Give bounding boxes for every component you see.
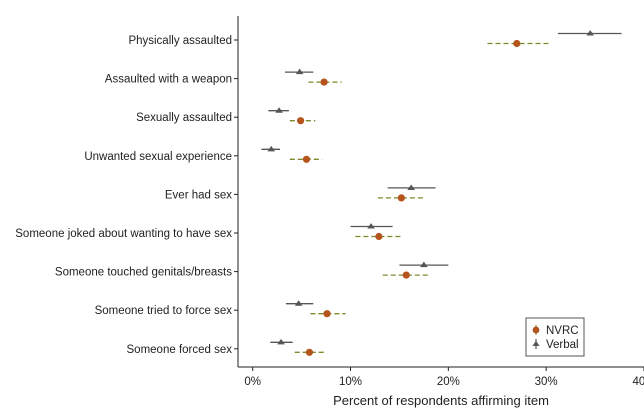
legend-marker-verbal: [532, 340, 540, 346]
x-axis-ticks: 0% 10% 20% 30% 40%: [244, 367, 644, 388]
data-point: [305, 348, 314, 356]
data-point: [302, 155, 311, 163]
data-point: [513, 39, 521, 48]
legend-marker-nvrc: [532, 326, 540, 334]
data-point: [320, 78, 328, 86]
y-tick-label: Physically assaulted: [128, 35, 232, 47]
y-tick-label: Someone touched genitals/breasts: [55, 267, 232, 279]
y-tick-label: Someone joked about wanting to have sex: [15, 228, 232, 240]
y-axis-ticks: Physically assaulted Assaulted with a wea…: [15, 35, 238, 356]
y-tick-label: Unwanted sexual experience: [84, 151, 232, 163]
data-point: [294, 300, 303, 306]
legend-box: [525, 317, 585, 357]
y-tick-label: Ever had sex: [165, 189, 232, 201]
series-verbal: [261, 30, 622, 345]
y-tick-label: Sexually assaulted: [136, 112, 232, 124]
data-point: [420, 261, 428, 268]
data-point: [586, 30, 594, 36]
x-tick-label: 30%: [535, 376, 558, 388]
data-point: [397, 194, 405, 202]
legend: NVRC Verbal: [525, 317, 585, 357]
data-point: [267, 145, 276, 152]
data-point: [367, 223, 375, 229]
data-point: [407, 184, 415, 190]
x-tick-label: 40%: [632, 376, 644, 388]
data-point: [275, 107, 283, 113]
data-point: [277, 338, 285, 345]
legend-label: Verbal: [546, 339, 579, 351]
x-tick-label: 10%: [339, 376, 362, 388]
y-tick-label: Someone forced sex: [127, 344, 233, 356]
data-point: [323, 310, 331, 318]
y-tick-label: Someone tried to force sex: [95, 305, 233, 317]
x-tick-label: 0%: [244, 376, 261, 388]
data-point: [295, 68, 304, 75]
y-tick-label: Assaulted with a weapon: [105, 74, 232, 86]
data-point: [402, 271, 410, 279]
x-axis-label: Percent of respondents affirming item: [333, 393, 549, 408]
series-layer: [261, 30, 622, 356]
data-point: [297, 117, 305, 125]
series-nvrc: [289, 39, 550, 356]
data-point: [375, 232, 383, 241]
x-tick-label: 20%: [437, 376, 460, 388]
legend-label: NVRC: [546, 325, 579, 337]
